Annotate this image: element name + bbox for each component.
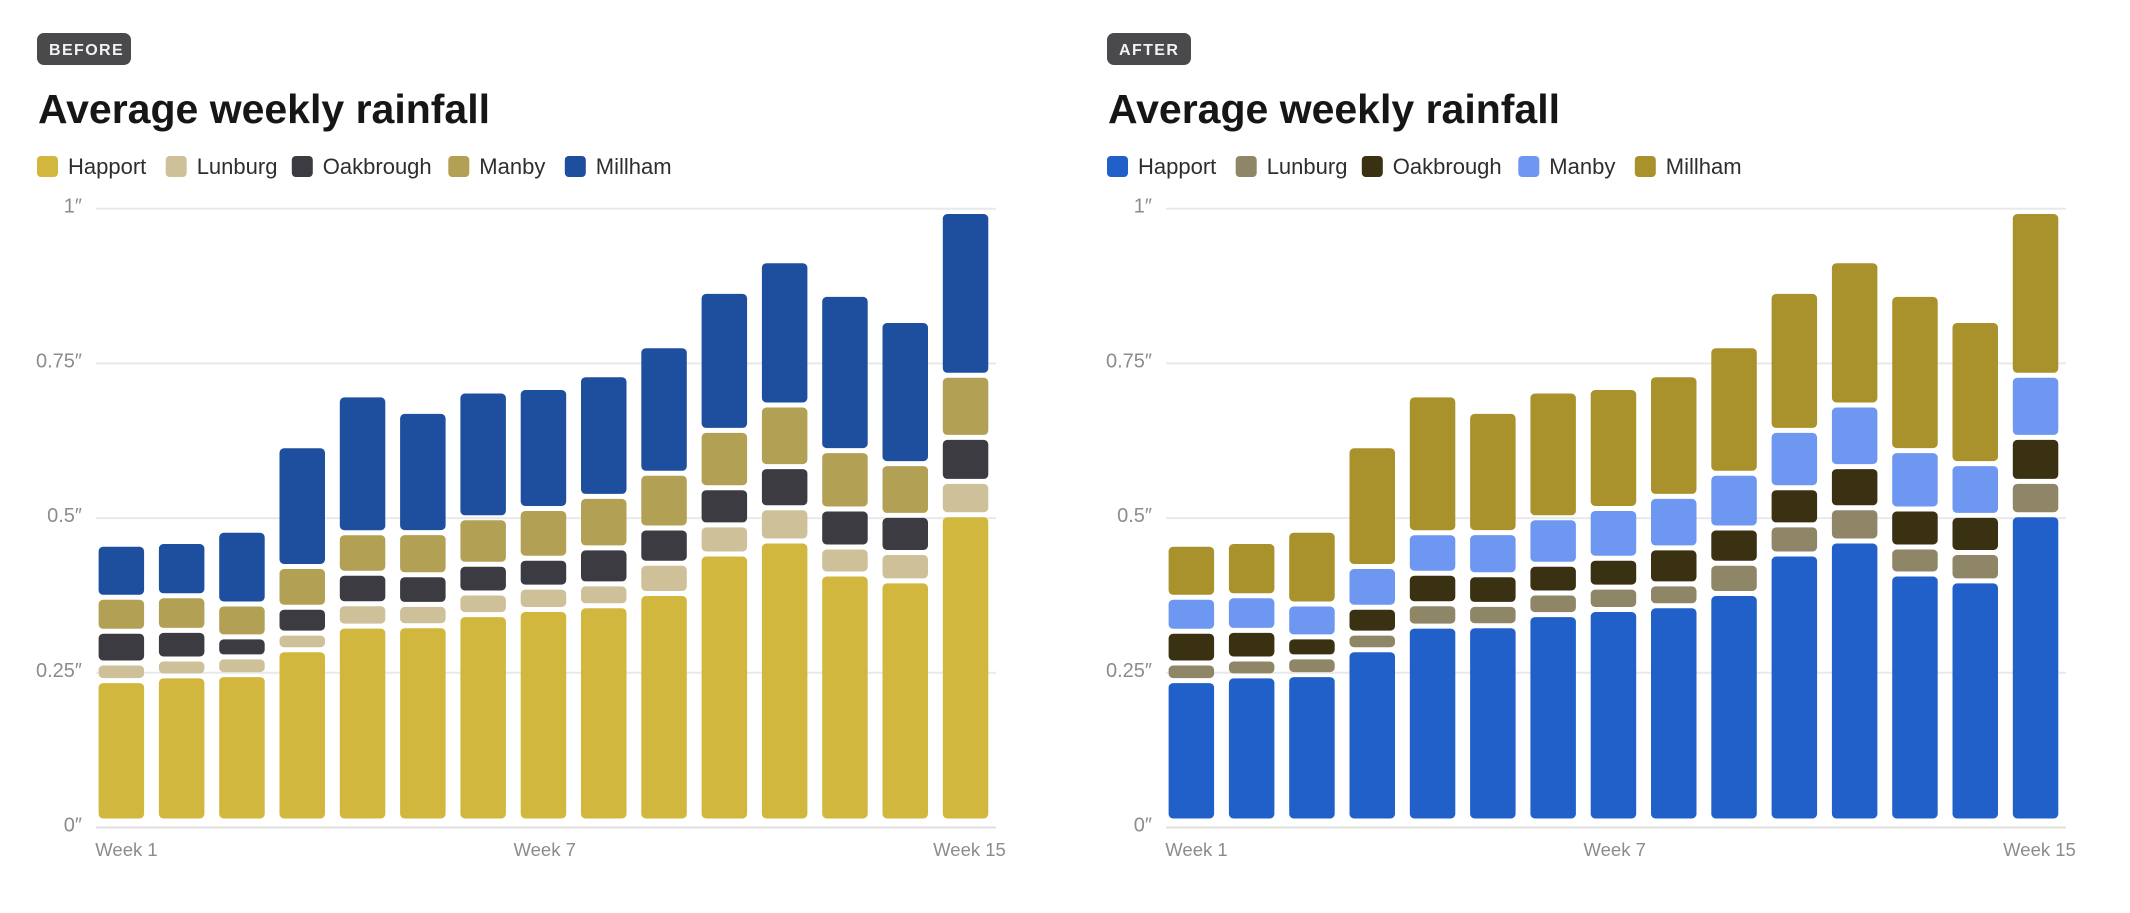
- svg-text:Manby: Manby: [479, 154, 545, 179]
- svg-text:Week 1: Week 1: [1165, 839, 1227, 860]
- svg-text:Oakbrough: Oakbrough: [323, 154, 432, 179]
- svg-text:Week 7: Week 7: [514, 839, 576, 860]
- svg-text:0″: 0″: [1134, 815, 1152, 837]
- svg-text:1″: 1″: [1134, 196, 1152, 218]
- svg-text:Lunburg: Lunburg: [197, 154, 278, 179]
- svg-text:Manby: Manby: [1549, 154, 1615, 179]
- svg-text:Happort: Happort: [68, 154, 146, 179]
- svg-text:0.25″: 0.25″: [1106, 660, 1152, 682]
- svg-text:Millham: Millham: [596, 154, 672, 179]
- svg-text:Week 1: Week 1: [95, 839, 157, 860]
- svg-text:0.5″: 0.5″: [1117, 505, 1152, 527]
- svg-text:Happort: Happort: [1138, 154, 1216, 179]
- svg-text:AFTER: AFTER: [1119, 42, 1179, 59]
- svg-text:0.75″: 0.75″: [1106, 350, 1152, 372]
- svg-text:Week 15: Week 15: [933, 839, 1006, 860]
- svg-text:Oakbrough: Oakbrough: [1393, 154, 1502, 179]
- svg-text:Week 15: Week 15: [2003, 839, 2076, 860]
- svg-text:Lunburg: Lunburg: [1267, 154, 1348, 179]
- svg-text:0.75″: 0.75″: [36, 350, 82, 372]
- svg-text:Millham: Millham: [1666, 154, 1742, 179]
- svg-text:0″: 0″: [64, 815, 82, 837]
- svg-text:1″: 1″: [64, 196, 82, 218]
- svg-text:Average weekly rainfall: Average weekly rainfall: [1108, 86, 1560, 132]
- svg-text:0.5″: 0.5″: [47, 505, 82, 527]
- svg-text:0.25″: 0.25″: [36, 660, 82, 682]
- svg-text:Average weekly rainfall: Average weekly rainfall: [38, 86, 490, 132]
- svg-text:BEFORE: BEFORE: [49, 42, 124, 59]
- svg-text:Week 7: Week 7: [1584, 839, 1646, 860]
